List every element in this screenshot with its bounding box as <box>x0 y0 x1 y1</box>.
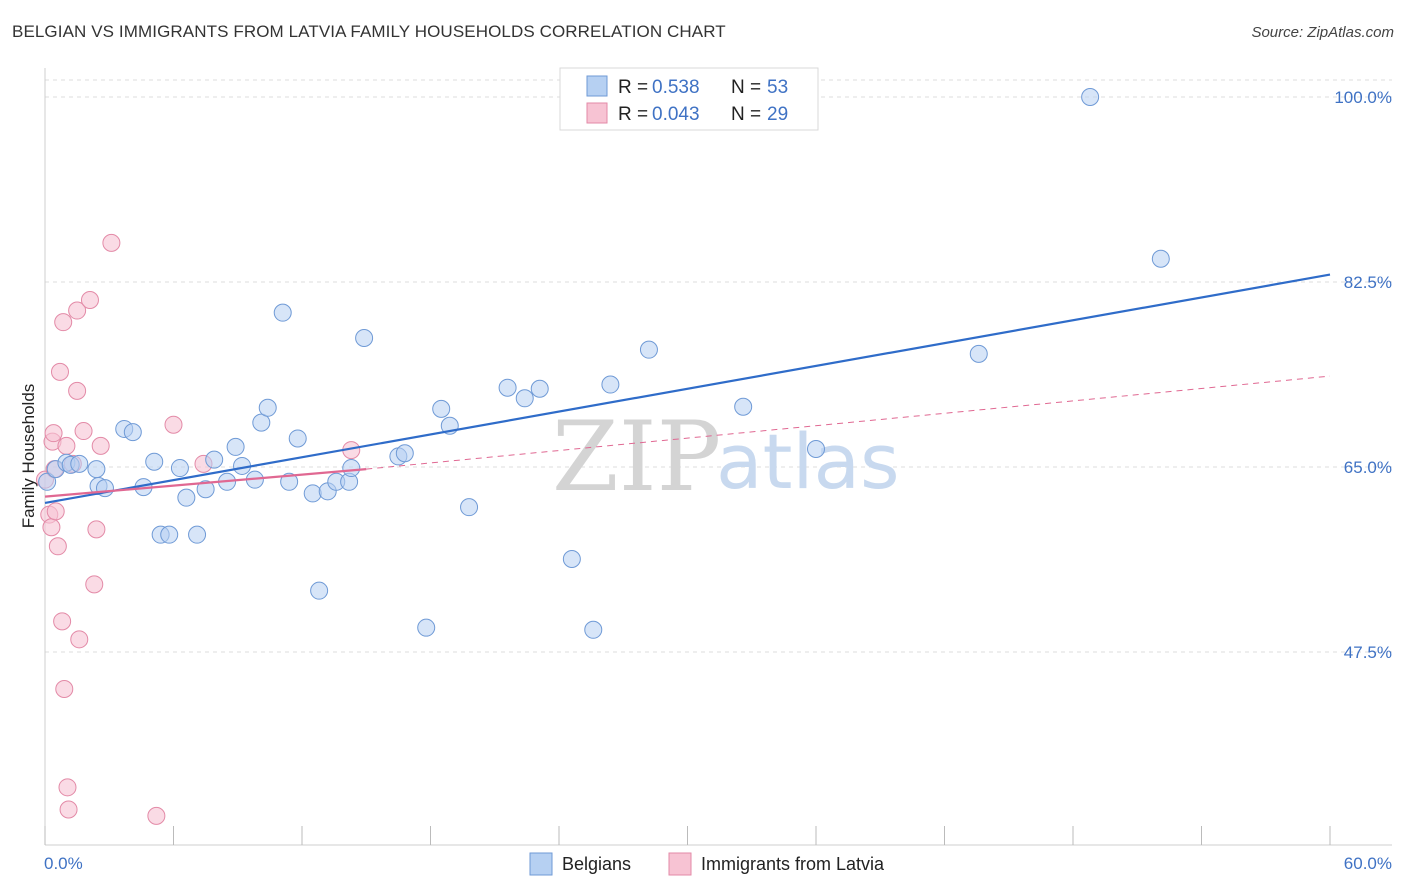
latvia-point-13 <box>58 778 77 797</box>
axes <box>44 68 1392 846</box>
legend-r-label-belgians: R = <box>618 77 648 98</box>
legend-n-label-belgians: N = <box>731 77 761 98</box>
belgian-point-13 <box>160 525 179 544</box>
belgian-point-0 <box>38 472 57 491</box>
belgian-point-11 <box>145 452 164 471</box>
legend-r-value-belgians: 0.538 <box>652 77 700 98</box>
belgian-point-29 <box>310 581 329 600</box>
latvia-point-10 <box>54 313 73 332</box>
belgian-point-37 <box>417 618 436 637</box>
belgian-point-14 <box>170 459 189 478</box>
belgian-point-34 <box>355 329 374 348</box>
belgian-point-51 <box>1081 88 1100 106</box>
bottom-legend-label-latvia[interactable]: Immigrants from Latvia <box>701 854 885 874</box>
y-tick-label-2: 82.5% <box>1344 273 1392 292</box>
belgian-point-24 <box>258 398 277 417</box>
latvia-point-19 <box>74 422 93 441</box>
latvia-point-18 <box>70 630 89 649</box>
y-tick-label-1: 65.0% <box>1344 458 1392 477</box>
latvia-point-21 <box>85 575 104 594</box>
watermark-atlas: atlas <box>716 417 900 506</box>
bottom-legend-label-belgians[interactable]: Belgians <box>562 854 631 874</box>
legend-n-value-belgians: 53 <box>767 77 788 98</box>
chart-title: BELGIAN VS IMMIGRANTS FROM LATVIA FAMILY… <box>12 22 726 41</box>
belgian-point-20 <box>226 437 245 456</box>
belgian-point-33 <box>342 459 361 478</box>
gridlines <box>45 79 1392 653</box>
series-legend: Belgians Immigrants from Latvia <box>529 852 885 876</box>
series-belgians <box>38 88 1170 639</box>
latvia-point-11 <box>55 680 74 698</box>
belgian-point-4 <box>70 454 89 473</box>
belgian-point-47 <box>639 340 658 359</box>
latvia-point-12 <box>57 436 76 455</box>
belgian-point-44 <box>562 549 581 568</box>
belgian-point-25 <box>273 303 292 322</box>
watermark: ZIP atlas <box>552 401 900 513</box>
belgian-trendline <box>44 273 1331 505</box>
y-tick-label-0: 47.5% <box>1344 643 1392 662</box>
latvia-point-4 <box>44 424 63 443</box>
legend-n-value-latvia: 29 <box>767 104 788 125</box>
latvia-trendline-dashed <box>366 375 1331 470</box>
belgian-point-42 <box>515 389 534 408</box>
source-attribution: Source: ZipAtlas.com <box>1251 24 1394 41</box>
belgian-point-18 <box>205 450 224 469</box>
y-tick-labels: 47.5% 65.0% 82.5% 100.0% <box>1334 88 1392 662</box>
latvia-point-25 <box>147 806 166 825</box>
legend-n-label-latvia: N = <box>731 104 761 125</box>
belgian-point-43 <box>530 379 549 398</box>
belgian-point-36 <box>395 444 414 463</box>
x-ticks <box>44 826 1331 845</box>
belgian-point-38 <box>432 399 451 418</box>
x-tick-label-max: 60.0% <box>1344 854 1392 873</box>
latvia-point-22 <box>87 520 106 539</box>
latvia-point-2 <box>42 518 61 537</box>
belgian-point-41 <box>498 378 517 397</box>
latvia-trendline-solid <box>44 468 367 498</box>
belgian-point-17 <box>196 480 215 499</box>
belgian-point-5 <box>87 460 106 479</box>
legend-swatch-belgians <box>586 75 608 97</box>
belgian-point-28 <box>303 484 322 503</box>
bottom-legend-swatch-belgians[interactable] <box>529 852 553 876</box>
latvia-point-6 <box>46 502 65 521</box>
bottom-legend-swatch-latvia[interactable] <box>668 852 692 876</box>
latvia-point-23 <box>91 436 110 455</box>
latvia-point-9 <box>53 612 72 631</box>
latvia-point-16 <box>68 301 87 320</box>
belgian-point-26 <box>280 472 299 491</box>
belgian-point-9 <box>123 423 142 442</box>
latvia-point-8 <box>50 362 69 381</box>
watermark-zip: ZIP <box>552 401 721 513</box>
latvia-point-7 <box>48 537 67 556</box>
trendlines <box>44 273 1331 505</box>
belgian-point-16 <box>188 525 207 544</box>
latvia-point-14 <box>59 800 78 819</box>
belgian-point-45 <box>584 620 603 639</box>
latvia-point-17 <box>68 381 87 400</box>
belgian-point-49 <box>807 440 825 459</box>
latvia-point-24 <box>102 233 121 252</box>
belgian-point-52 <box>1151 249 1170 268</box>
x-tick-label-min: 0.0% <box>44 854 83 873</box>
belgian-point-46 <box>601 375 620 394</box>
latvia-point-20 <box>80 290 99 309</box>
belgian-point-40 <box>460 498 479 517</box>
belgian-point-50 <box>969 344 988 363</box>
belgian-point-15 <box>177 488 196 507</box>
latvia-point-26 <box>164 415 183 434</box>
stats-legend: R = 0.538 N = 53 R = 0.043 N = 29 <box>559 67 819 131</box>
legend-r-label-latvia: R = <box>618 104 648 125</box>
legend-r-value-latvia: 0.043 <box>652 104 700 125</box>
y-tick-label-3: 100.0% <box>1334 88 1392 107</box>
legend-swatch-latvia <box>586 102 608 124</box>
y-axis-title: Family Households <box>19 384 38 529</box>
belgian-point-48 <box>734 397 753 416</box>
belgian-point-27 <box>288 429 307 448</box>
